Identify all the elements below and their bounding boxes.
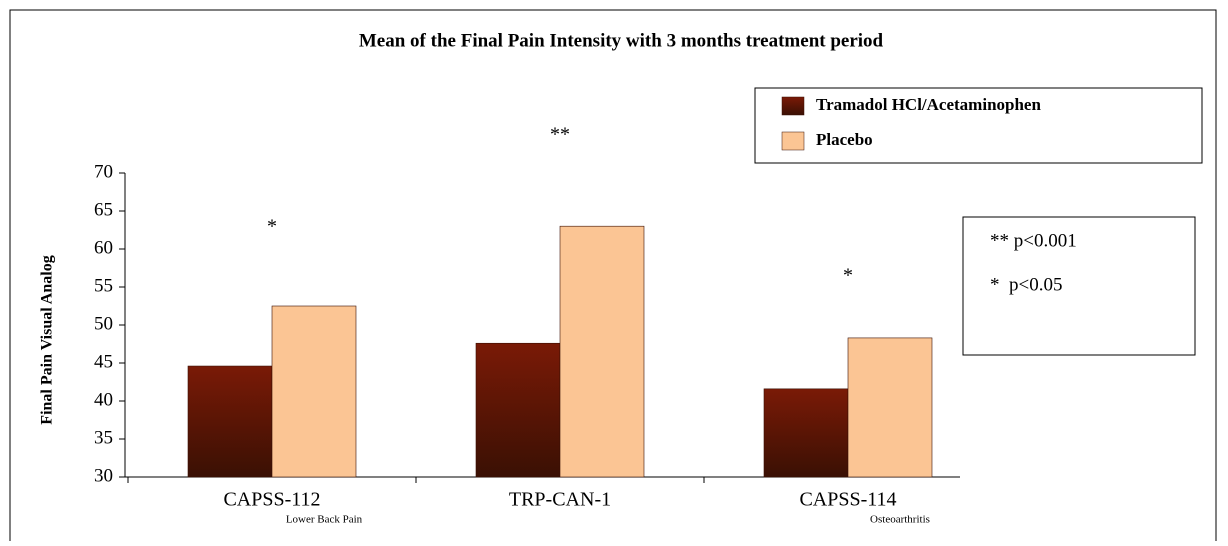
legend-swatch (781, 96, 805, 116)
category-note: Osteoarthritis (870, 514, 930, 526)
significance-box (962, 216, 1196, 356)
bar (475, 342, 561, 478)
x-tick-label: CAPSS-112 (223, 489, 320, 511)
y-tick-label: 40 (94, 389, 113, 410)
annotation: * (267, 216, 277, 238)
significance-note: * p<0.05 (990, 274, 1062, 295)
category-note: Lower Back Pain (286, 514, 363, 526)
x-tick-label: TRP-CAN-1 (509, 489, 611, 511)
y-tick-label: 45 (94, 351, 113, 372)
y-tick-label: 30 (94, 465, 113, 486)
y-tick-label: 35 (94, 427, 113, 448)
y-tick-label: 55 (94, 275, 113, 296)
significance-note: ** p<0.001 (990, 230, 1077, 251)
bar (271, 305, 357, 478)
bar (187, 365, 273, 478)
bar (763, 388, 849, 478)
legend-box (754, 87, 1203, 164)
frame (9, 9, 1217, 546)
y-tick-label: 50 (94, 313, 113, 334)
y-tick-label: 70 (94, 161, 113, 182)
legend-label: Placebo (816, 130, 873, 149)
y-tick-label: 60 (94, 237, 113, 258)
y-axis-label: Final Pain Visual Analog (39, 255, 56, 424)
chart-title: Mean of the Final Pain Intensity with 3 … (359, 30, 884, 51)
legend-swatch (781, 131, 805, 151)
y-tick-label: 65 (94, 199, 113, 220)
x-tick-label: CAPSS-114 (799, 489, 896, 511)
annotation: ** (550, 124, 570, 146)
bar (847, 337, 933, 478)
annotation: * (843, 265, 853, 287)
bar (559, 225, 645, 478)
legend-label: Tramadol HCl/Acetaminophen (816, 95, 1041, 114)
